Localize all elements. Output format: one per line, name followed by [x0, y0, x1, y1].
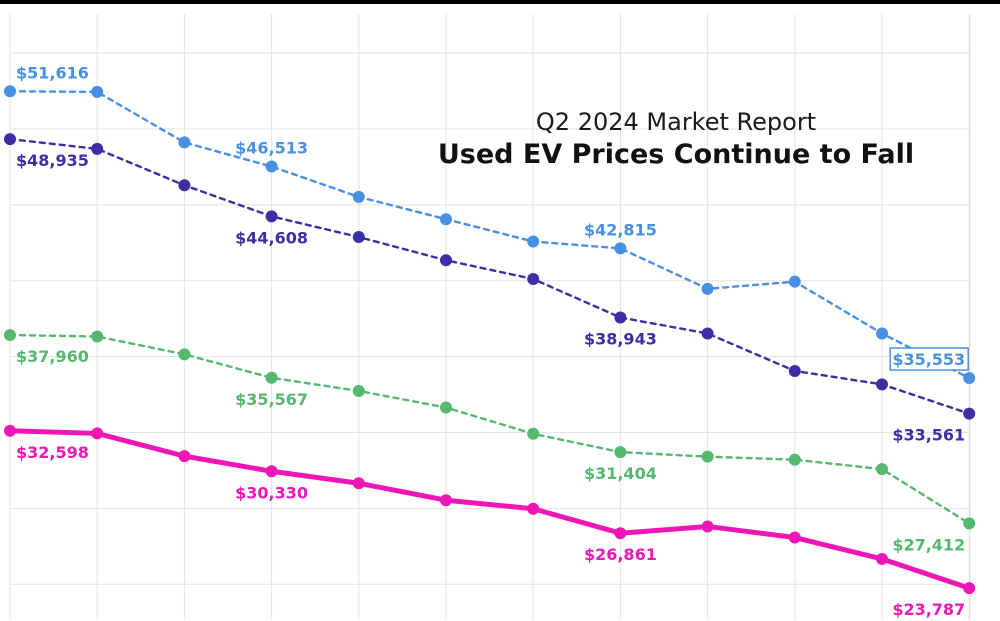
series-green-point — [4, 329, 16, 342]
series-blue-line — [8, 90, 971, 380]
series-magenta-point — [352, 477, 365, 490]
series-blue-point — [91, 85, 104, 98]
data-label: $27,412 — [892, 535, 965, 554]
top-border — [0, 0, 1000, 4]
series-blue-point — [265, 160, 278, 173]
data-label: $48,935 — [16, 151, 89, 170]
series-green-point — [527, 427, 540, 440]
series-green-point — [440, 401, 452, 414]
series-magenta-point — [265, 465, 278, 478]
series-purple-point — [527, 273, 540, 286]
series-green-point — [614, 446, 627, 459]
series-magenta — [4, 424, 976, 595]
series-green — [4, 329, 976, 530]
series-purple-point — [440, 254, 452, 267]
data-label: $32,598 — [16, 443, 89, 462]
series-magenta-point — [614, 527, 627, 540]
data-label: $26,861 — [584, 545, 657, 564]
data-label: $30,330 — [235, 483, 308, 502]
series-blue-point — [440, 213, 452, 226]
data-label-layer: $51,616 $46,513 $42,815 $35,553 $48,935 $44,6… — [16, 63, 969, 619]
series-magenta-point — [91, 427, 104, 440]
data-label: $42,815 — [584, 220, 657, 239]
series-blue-point — [4, 85, 16, 98]
series-green-point — [178, 348, 191, 361]
series-blue-point — [876, 327, 888, 340]
series-green-point — [788, 453, 801, 466]
chart-subtitle: Q2 2024 Market Report — [536, 108, 816, 136]
series-blue-point — [614, 242, 627, 255]
series-blue-point — [963, 372, 976, 385]
series-green-point — [963, 517, 976, 530]
series-blue-point — [352, 190, 365, 203]
series-blue — [4, 85, 976, 385]
series-magenta-point — [876, 552, 888, 565]
series-purple-point — [701, 327, 714, 340]
series-purple-point — [265, 210, 278, 223]
data-label: $23,787 — [892, 600, 965, 619]
series-magenta-point — [4, 424, 16, 437]
chart-title: Used EV Prices Continue to Fall — [438, 139, 914, 170]
series-magenta-point — [701, 520, 714, 533]
series-magenta-point — [963, 582, 976, 595]
series-green-point — [265, 371, 278, 384]
series-purple-point — [614, 311, 627, 324]
series-purple-point — [963, 407, 976, 420]
data-label-box — [889, 347, 969, 371]
series-purple-line — [8, 137, 971, 415]
data-label: $35,567 — [235, 390, 308, 409]
series-magenta-point — [440, 494, 452, 507]
data-label: $46,513 — [235, 139, 308, 158]
data-label: $38,943 — [584, 330, 657, 349]
data-label: $33,561 — [892, 426, 965, 445]
series-blue-point — [527, 235, 540, 248]
series-green-point — [876, 463, 888, 476]
series-blue-point — [788, 275, 801, 288]
data-label: $51,616 — [16, 63, 89, 82]
series-magenta-point — [178, 450, 191, 463]
series-purple-point — [91, 142, 104, 155]
data-label: $44,608 — [235, 228, 308, 247]
series-purple-point — [788, 364, 801, 377]
data-label: $37,960 — [16, 347, 89, 366]
series-magenta-point — [788, 531, 801, 544]
series-magenta-line — [7, 428, 972, 591]
series-layer — [4, 85, 976, 595]
series-purple-point — [4, 133, 16, 146]
series-purple-point — [352, 231, 365, 244]
grid — [9, 14, 971, 620]
series-green-point — [91, 330, 104, 343]
series-purple-point — [876, 378, 888, 391]
data-label: $35,553 — [892, 350, 965, 369]
series-blue-point — [178, 136, 191, 149]
series-purple-point — [178, 179, 191, 192]
series-green-point — [352, 384, 365, 397]
data-label: $31,404 — [584, 464, 657, 483]
series-purple — [4, 133, 976, 420]
series-green-point — [701, 450, 714, 463]
series-magenta-point — [527, 502, 540, 515]
series-green-line — [8, 333, 971, 525]
series-blue-point — [701, 282, 714, 295]
